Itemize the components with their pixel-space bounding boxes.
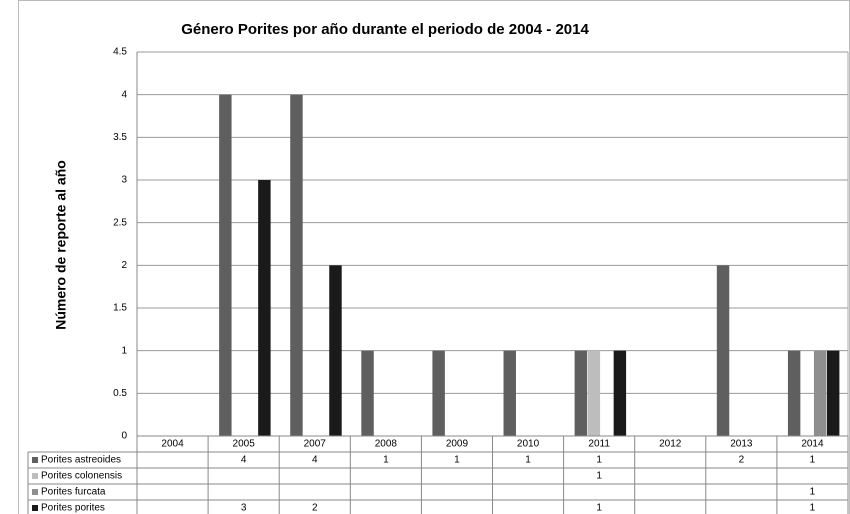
legend-label: Porites colonensis xyxy=(41,471,122,482)
bar xyxy=(613,350,627,436)
y-tick-label: 4.5 xyxy=(113,47,127,58)
bar xyxy=(826,350,840,436)
table-value: 1 xyxy=(596,455,602,466)
bar xyxy=(432,350,445,436)
table-value: 3 xyxy=(241,503,247,514)
legend-swatch xyxy=(32,489,38,495)
y-tick-label: 2.5 xyxy=(113,217,127,228)
table-value: 2 xyxy=(312,503,318,514)
legend-label: Porites astreoides xyxy=(41,455,121,466)
chart-frame xyxy=(18,0,850,514)
table-value: 1 xyxy=(596,503,602,514)
table-value: 4 xyxy=(312,455,318,466)
x-tick-label: 2011 xyxy=(588,439,610,450)
table-value: 1 xyxy=(596,471,602,482)
legend-swatch xyxy=(32,457,38,463)
bar xyxy=(290,94,303,437)
bar xyxy=(574,350,588,436)
y-tick-label: 1 xyxy=(121,345,127,356)
bar xyxy=(503,350,516,436)
table-value: 1 xyxy=(810,503,816,514)
y-tick-label: 1.5 xyxy=(113,303,127,314)
bar xyxy=(587,350,601,436)
y-tick-label: 0.5 xyxy=(113,388,127,399)
x-tick-label: 2012 xyxy=(659,439,682,450)
table-value: 1 xyxy=(810,487,816,498)
x-tick-label: 2010 xyxy=(517,439,540,450)
x-tick-label: 2013 xyxy=(730,439,753,450)
legend-label: Porites furcata xyxy=(41,487,106,498)
bar xyxy=(716,265,730,436)
legend-swatch xyxy=(32,473,38,479)
legend-label: Porites porites xyxy=(41,503,105,514)
x-tick-label: 2008 xyxy=(375,439,398,450)
bar xyxy=(329,265,342,436)
chart-title: Género Porites por año durante el period… xyxy=(181,21,589,38)
bar xyxy=(258,180,271,436)
bar xyxy=(813,350,827,436)
x-tick-label: 2007 xyxy=(304,439,327,450)
y-tick-label: 3 xyxy=(121,175,127,186)
bar xyxy=(361,350,374,436)
y-axis-label: Número de reporte al año xyxy=(53,160,69,330)
x-tick-label: 2014 xyxy=(801,439,824,450)
y-tick-label: 2 xyxy=(121,260,127,271)
x-tick-label: 2004 xyxy=(161,439,184,450)
table-value: 2 xyxy=(739,455,745,466)
x-tick-label: 2005 xyxy=(233,439,256,450)
y-tick-label: 4 xyxy=(121,89,127,100)
y-tick-label: 0 xyxy=(121,431,127,442)
table-value: 1 xyxy=(525,455,531,466)
legend-swatch xyxy=(32,505,38,511)
table-value: 1 xyxy=(383,455,389,466)
table-value: 1 xyxy=(454,455,460,466)
y-tick-label: 3.5 xyxy=(113,132,127,143)
bar xyxy=(787,350,801,436)
x-tick-label: 2009 xyxy=(446,439,469,450)
table-value: 1 xyxy=(810,455,816,466)
bar xyxy=(219,94,232,437)
table-value: 4 xyxy=(241,455,247,466)
